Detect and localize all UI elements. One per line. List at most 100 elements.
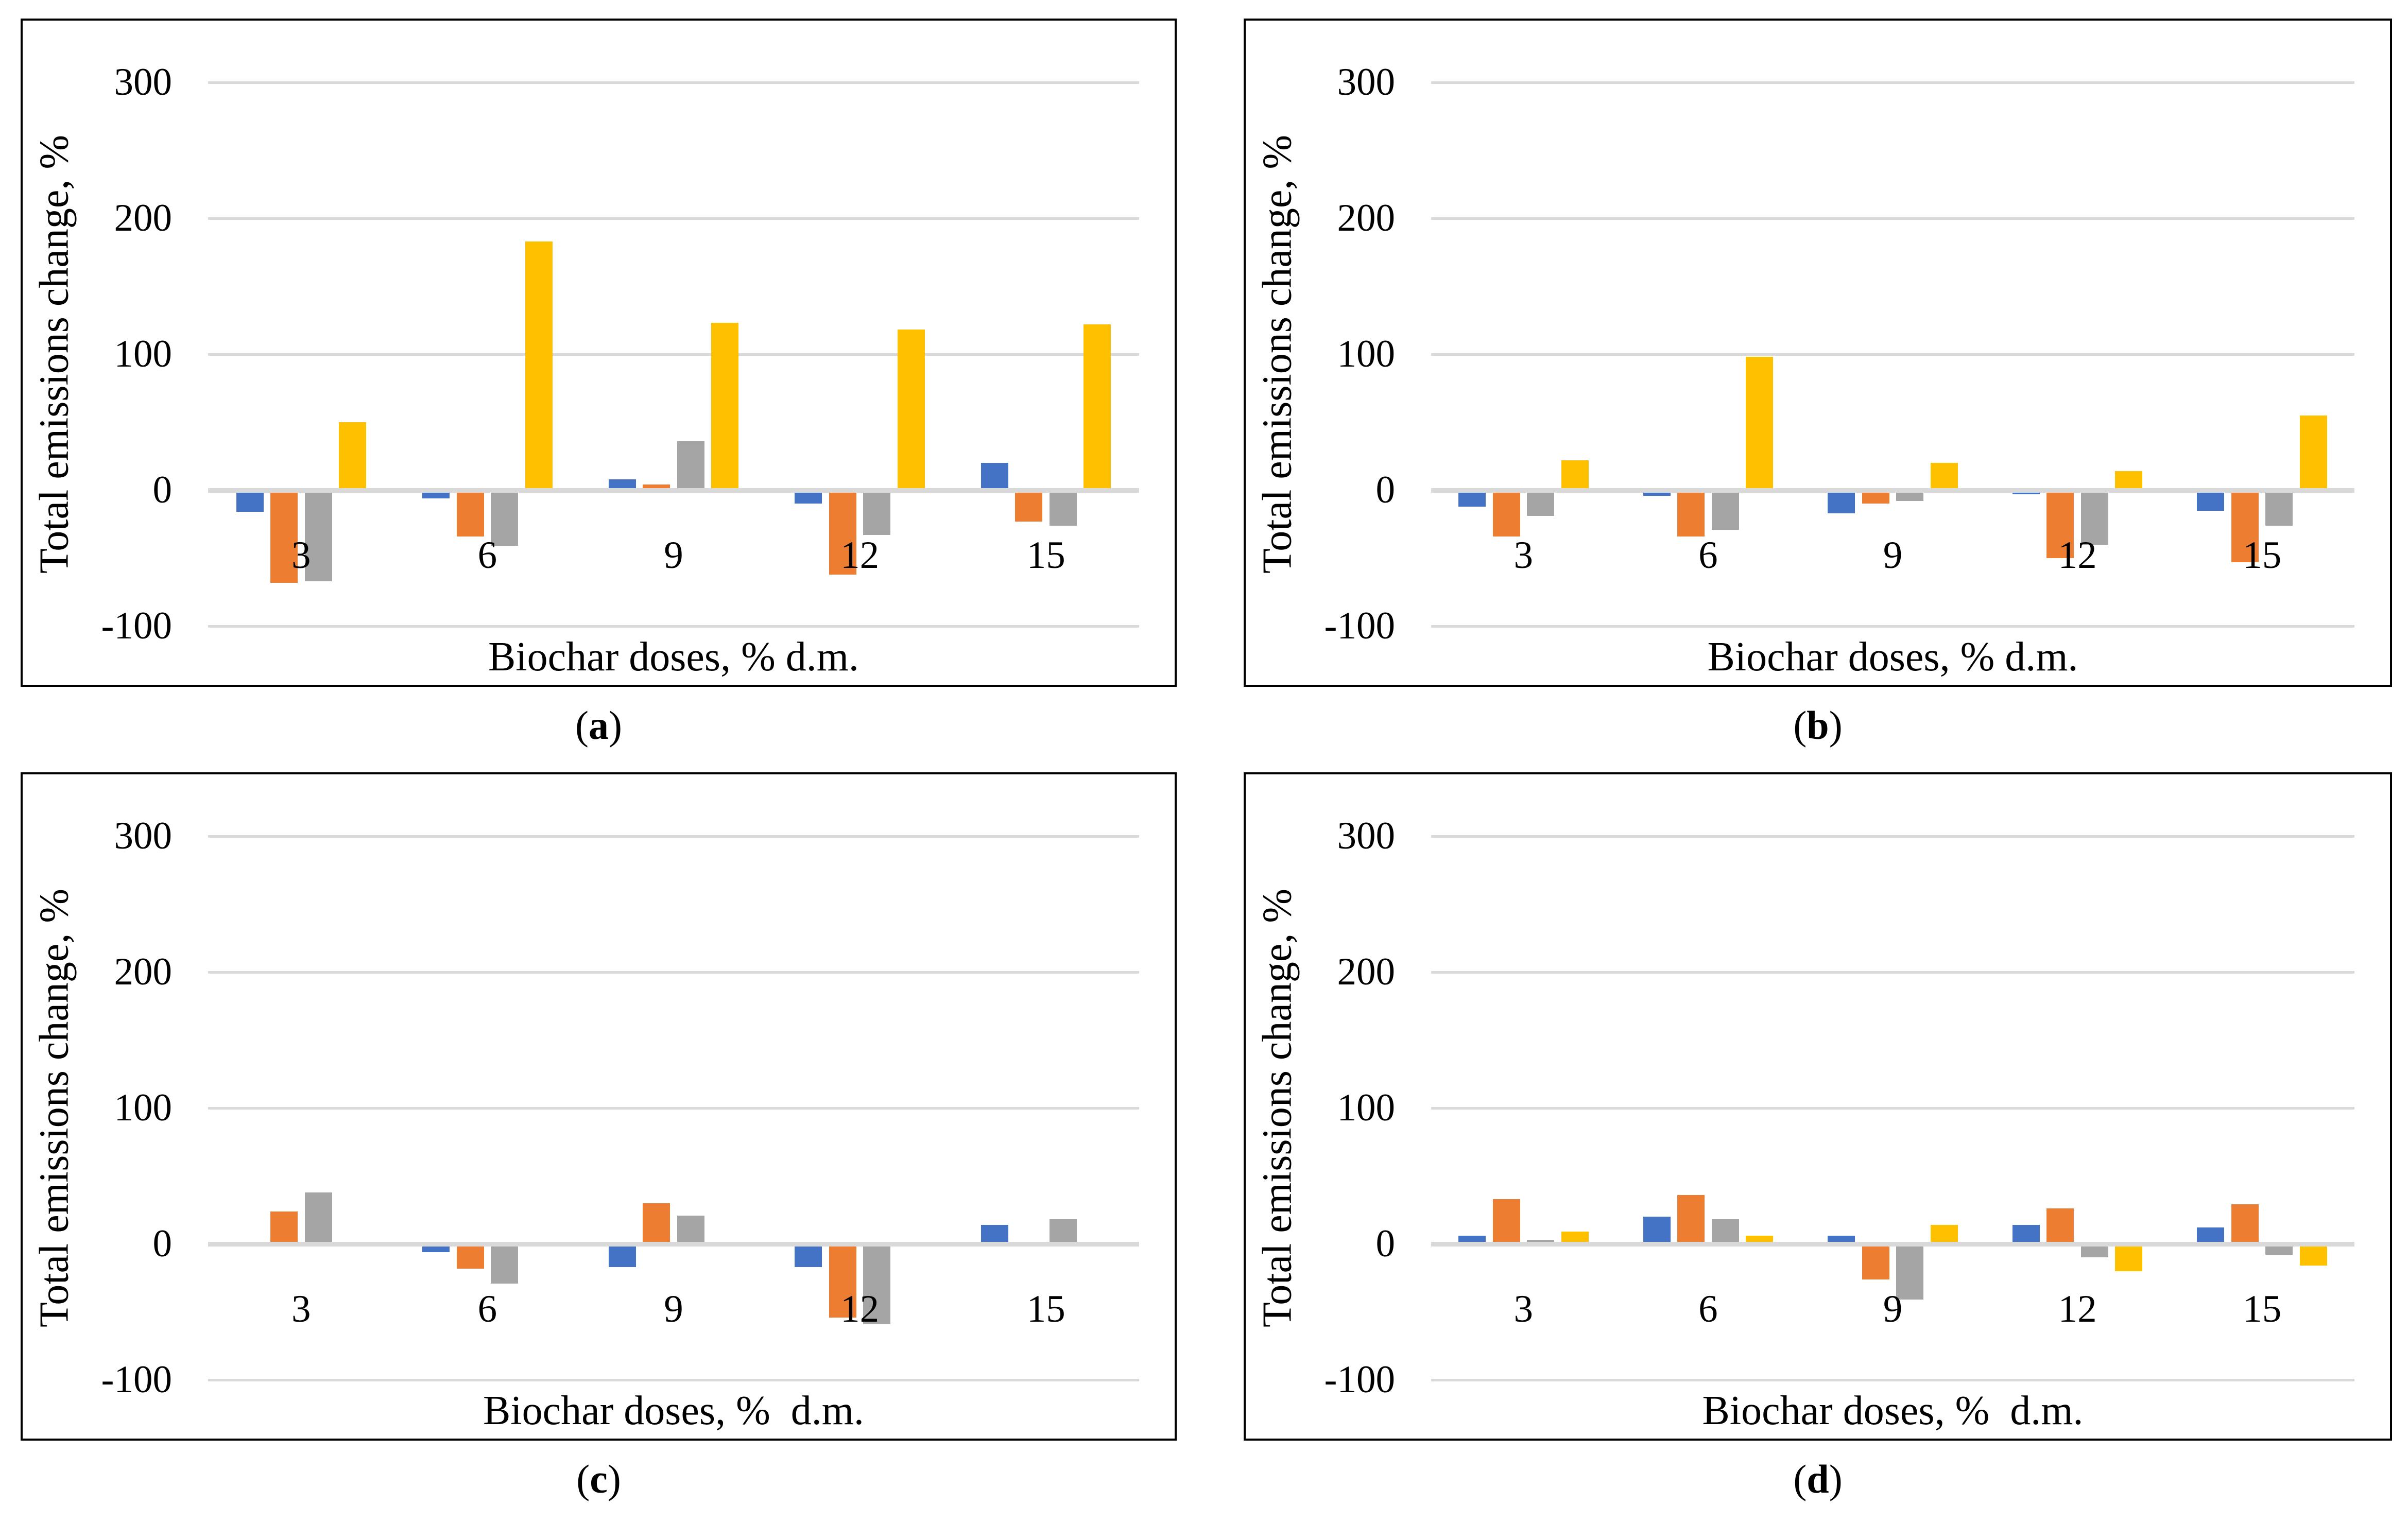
bar-series-orange-dose-9 <box>643 484 670 490</box>
chart-cell-a: Total emissions change, % 3 6 9 12 15 Biocha… <box>21 19 1177 769</box>
bar-series-orange-dose-3 <box>1492 490 1520 536</box>
bar-series-orange-dose-12 <box>2046 1208 2074 1244</box>
gridline-100 <box>1431 1106 2354 1110</box>
gridline--100 <box>208 625 1139 628</box>
gridline--100 <box>1431 1378 2354 1381</box>
bar-series-orange-dose-9 <box>643 1203 670 1244</box>
bar-series-gray-dose-3 <box>1527 490 1555 516</box>
y-tick-label--100: -100 <box>101 604 172 647</box>
category-label-15: 15 <box>1026 1288 1065 1330</box>
y-tick-label-100: 100 <box>114 333 173 375</box>
chart-panel-a: Total emissions change, % 3 6 9 12 15 Biocha… <box>21 19 1177 687</box>
bar-series-yellow-dose-3 <box>1561 460 1589 490</box>
bar-series-yellow-dose-12 <box>2115 1244 2143 1271</box>
category-label-12: 12 <box>840 1288 880 1330</box>
bar-series-blue-dose-6 <box>1643 1217 1671 1244</box>
category-label-3: 3 <box>1513 534 1534 577</box>
chart-cell-d: Total emissions change, % 3 6 9 12 15 Biocha… <box>1244 772 2392 1523</box>
category-label-12: 12 <box>840 534 880 577</box>
bar-series-blue-dose-12 <box>2012 1225 2040 1244</box>
bar-series-blue-dose-9 <box>608 1244 636 1267</box>
bar-series-orange-dose-6 <box>456 1244 484 1269</box>
bar-series-orange-dose-15 <box>2231 490 2259 562</box>
plot-area: 3 6 9 12 15 <box>1431 835 2354 1381</box>
y-tick-label-300: 300 <box>114 815 173 857</box>
gridline-200 <box>208 971 1139 974</box>
y-tick-label-100: 100 <box>1337 1086 1396 1129</box>
x-axis-title: Biochar doses, % d.m. <box>483 1388 864 1433</box>
y-tick-label-100: 100 <box>114 1086 173 1129</box>
gridline-200 <box>208 217 1139 220</box>
chart-cell-c: Total emissions change, % 3 6 9 12 15 Biocha… <box>21 772 1177 1523</box>
bar-series-blue-dose-15 <box>981 463 1008 490</box>
y-tick-label-0: 0 <box>152 1222 173 1265</box>
x-axis-line <box>1431 1241 2354 1247</box>
bar-series-orange-dose-6 <box>1677 490 1705 536</box>
category-label-9: 9 <box>664 1288 683 1330</box>
gridline-300 <box>1431 835 2354 838</box>
x-axis-line <box>208 488 1139 493</box>
x-axis-line <box>1431 488 2354 493</box>
chart-cell-b: Total emissions change, % 3 6 9 12 15 Biocha… <box>1244 19 2392 769</box>
category-label-3: 3 <box>291 1288 311 1330</box>
bar-series-blue-dose-15 <box>981 1225 1008 1244</box>
bar-series-gray-dose-6 <box>1711 490 1739 530</box>
category-label-6: 6 <box>477 1288 497 1330</box>
bar-series-gray-dose-9 <box>677 441 704 490</box>
y-tick-label-200: 200 <box>1337 950 1396 993</box>
bar-series-orange-dose-12 <box>829 1244 856 1318</box>
bar-series-blue-dose-6 <box>1643 490 1671 496</box>
category-label-15: 15 <box>2243 1288 2282 1330</box>
bar-series-gray-dose-3 <box>304 490 332 581</box>
bar-series-gray-dose-6 <box>1711 1219 1739 1244</box>
y-tick-label-300: 300 <box>1337 61 1396 103</box>
bar-series-blue-dose-9 <box>1828 490 1855 513</box>
bar-series-gray-dose-12 <box>863 1244 891 1324</box>
bar-series-gray-dose-15 <box>1049 490 1077 526</box>
gridline-300 <box>208 81 1139 84</box>
y-tick-label--100: -100 <box>101 1358 172 1401</box>
y-tick-label-100: 100 <box>1337 333 1396 375</box>
bar-series-yellow-dose-6 <box>525 241 553 490</box>
category-label-3: 3 <box>291 534 311 577</box>
bar-series-orange-dose-3 <box>270 1211 298 1244</box>
bar-series-orange-dose-9 <box>1862 1244 1889 1279</box>
plot-area: 3 6 9 12 15 <box>208 81 1139 628</box>
bar-series-yellow-dose-6 <box>1746 357 1774 490</box>
bar-series-gray-dose-6 <box>491 1244 519 1284</box>
category-label-15: 15 <box>1026 534 1065 577</box>
bar-series-gray-dose-15 <box>2265 490 2293 526</box>
bar-series-blue-dose-12 <box>795 1244 822 1267</box>
bar-series-gray-dose-6 <box>491 490 519 546</box>
bar-series-yellow-dose-9 <box>711 323 739 490</box>
category-label-9: 9 <box>1883 534 1903 577</box>
bar-series-orange-dose-3 <box>270 490 298 583</box>
gridline--100 <box>208 1378 1139 1381</box>
plot-area: 3 6 9 12 15 <box>208 835 1139 1381</box>
bar-series-yellow-dose-15 <box>2299 415 2327 490</box>
plot-area: 3 6 9 12 15 <box>1431 81 2354 628</box>
chart-panel-c: Total emissions change, % 3 6 9 12 15 Biocha… <box>21 772 1177 1441</box>
bar-series-orange-dose-6 <box>1677 1195 1705 1244</box>
category-label-3: 3 <box>1513 1288 1534 1330</box>
bar-series-gray-dose-9 <box>677 1215 704 1244</box>
category-label-9: 9 <box>1883 1288 1903 1330</box>
y-tick-label--100: -100 <box>1324 604 1395 647</box>
bar-series-yellow-dose-15 <box>1083 324 1111 490</box>
y-tick-label-200: 200 <box>1337 197 1396 239</box>
chart-panel-d: Total emissions change, % 3 6 9 12 15 Biocha… <box>1244 772 2392 1441</box>
y-tick-label-200: 200 <box>114 950 173 993</box>
chart-panel-b: Total emissions change, % 3 6 9 12 15 Biocha… <box>1244 19 2392 687</box>
bar-series-gray-dose-12 <box>2080 490 2108 545</box>
bar-series-yellow-dose-3 <box>339 422 367 490</box>
bar-series-yellow-dose-9 <box>1930 1225 1958 1244</box>
panel-caption-d: (d) <box>1793 1457 1843 1501</box>
category-label-15: 15 <box>2243 534 2282 577</box>
panel-caption-a: (a) <box>575 703 622 748</box>
y-tick-label-0: 0 <box>1375 469 1396 511</box>
gridline-200 <box>1431 217 2354 220</box>
gridline-300 <box>208 835 1139 838</box>
bar-series-orange-dose-15 <box>1015 490 1043 522</box>
x-axis-title: Biochar doses, % d.m. <box>488 634 859 680</box>
gridline-200 <box>1431 971 2354 974</box>
